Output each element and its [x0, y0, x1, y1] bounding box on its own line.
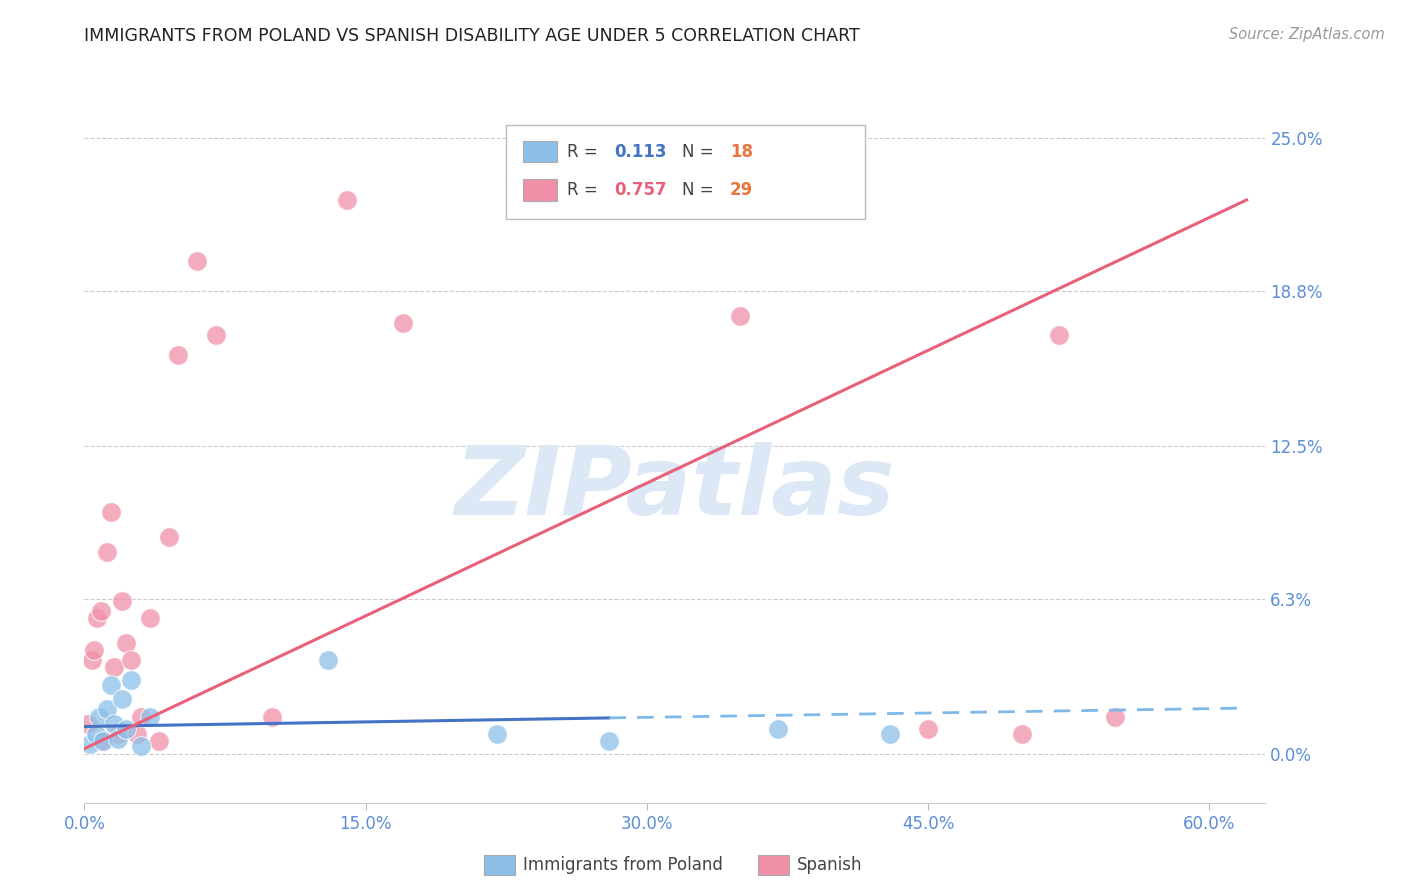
- Point: [204, 328, 226, 343]
- Text: ZIPatlas: ZIPatlas: [454, 442, 896, 535]
- Point: [125, 727, 148, 741]
- Point: [103, 717, 125, 731]
- Text: Source: ZipAtlas.com: Source: ZipAtlas.com: [1229, 27, 1385, 42]
- Point: [111, 692, 134, 706]
- Point: [129, 739, 152, 754]
- Point: [90, 604, 112, 618]
- Point: [1104, 709, 1126, 723]
- Point: [598, 734, 620, 748]
- Point: [260, 709, 283, 723]
- Point: [120, 653, 142, 667]
- Text: N =: N =: [682, 143, 718, 161]
- Text: Spanish: Spanish: [797, 856, 863, 874]
- Point: [96, 545, 118, 559]
- Point: [167, 348, 190, 362]
- Point: [392, 316, 415, 330]
- Point: [91, 734, 114, 748]
- Point: [79, 737, 101, 751]
- Point: [91, 734, 114, 748]
- Point: [917, 722, 939, 736]
- Text: 18: 18: [730, 143, 752, 161]
- Text: 0.113: 0.113: [614, 143, 666, 161]
- Point: [1011, 727, 1033, 741]
- Text: Immigrants from Poland: Immigrants from Poland: [523, 856, 723, 874]
- Point: [107, 727, 129, 741]
- Point: [316, 653, 339, 667]
- Point: [114, 722, 136, 736]
- Point: [100, 678, 122, 692]
- Point: [86, 611, 108, 625]
- Point: [84, 727, 107, 741]
- Text: R =: R =: [567, 181, 603, 199]
- Text: 29: 29: [730, 181, 754, 199]
- Text: IMMIGRANTS FROM POLAND VS SPANISH DISABILITY AGE UNDER 5 CORRELATION CHART: IMMIGRANTS FROM POLAND VS SPANISH DISABI…: [84, 27, 860, 45]
- Point: [1047, 328, 1070, 343]
- Text: 0.757: 0.757: [614, 181, 666, 199]
- Point: [107, 731, 129, 746]
- Point: [139, 611, 162, 625]
- Point: [730, 309, 752, 323]
- Point: [336, 193, 359, 207]
- Point: [83, 643, 105, 657]
- Point: [80, 653, 103, 667]
- Point: [485, 727, 508, 741]
- Point: [111, 594, 134, 608]
- Point: [114, 636, 136, 650]
- Point: [120, 673, 142, 687]
- Point: [103, 660, 125, 674]
- Point: [879, 727, 901, 741]
- Point: [139, 709, 162, 723]
- Point: [129, 709, 152, 723]
- Point: [77, 717, 100, 731]
- Point: [89, 709, 111, 723]
- Text: N =: N =: [682, 181, 718, 199]
- Point: [766, 722, 789, 736]
- Text: R =: R =: [567, 143, 603, 161]
- Point: [186, 254, 208, 268]
- Point: [96, 702, 118, 716]
- Point: [100, 505, 122, 519]
- Point: [157, 530, 180, 544]
- Point: [148, 734, 170, 748]
